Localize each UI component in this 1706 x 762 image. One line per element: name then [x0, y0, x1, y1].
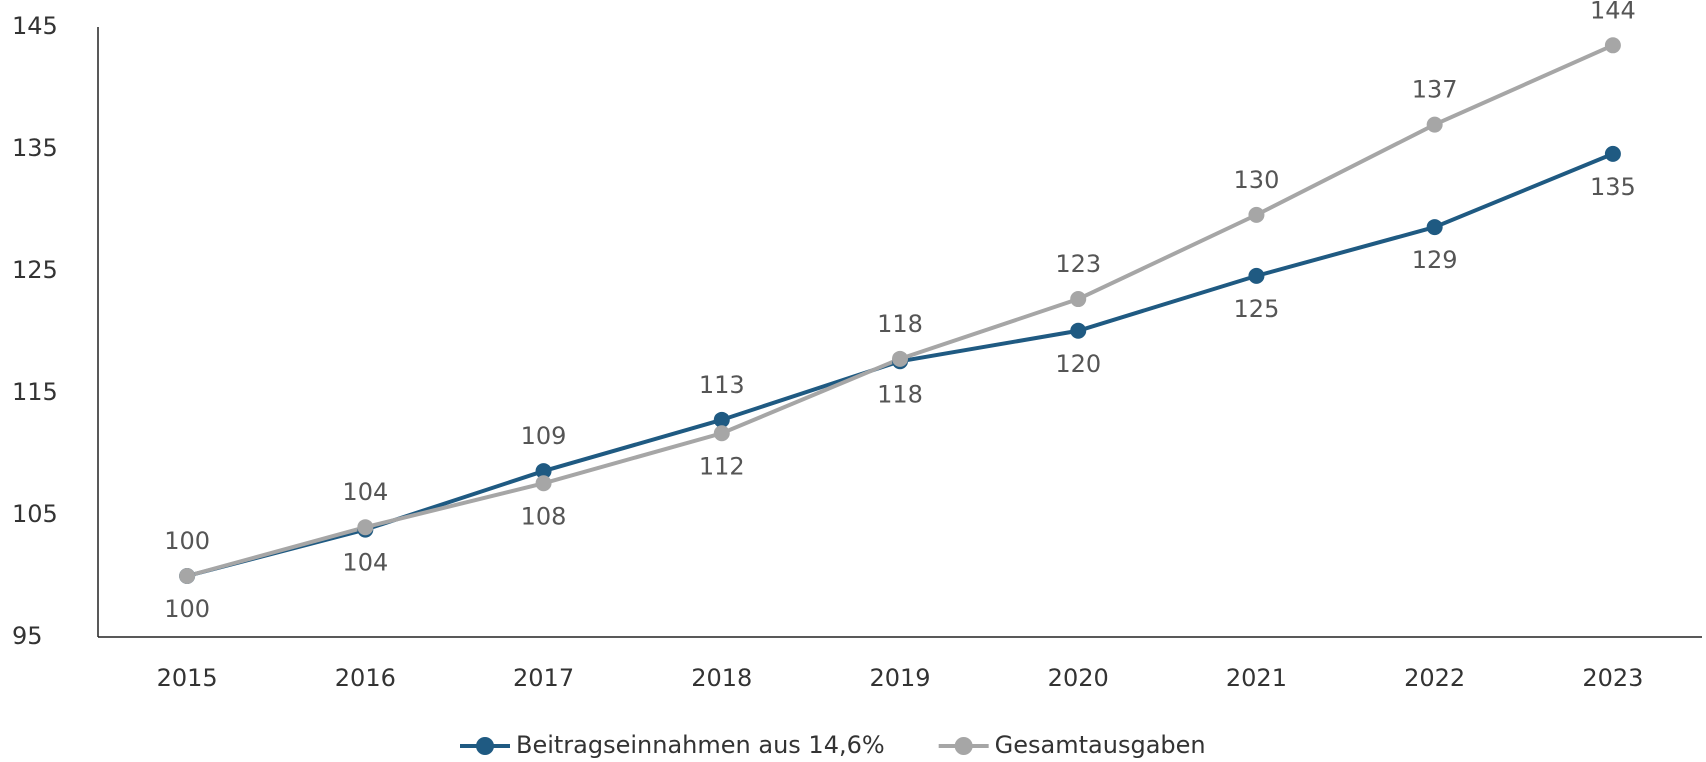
- legend-label: Beitragseinnahmen aus 14,6%: [516, 731, 885, 759]
- x-tick-label: 2016: [335, 664, 396, 692]
- data-label: 113: [699, 371, 745, 399]
- y-tick-label: 105: [12, 500, 58, 528]
- data-point: [535, 475, 552, 492]
- x-tick-label: 2022: [1404, 664, 1465, 692]
- data-point: [1426, 116, 1443, 133]
- x-tick-label: 2017: [513, 664, 574, 692]
- legend-label: Gesamtausgaben: [995, 731, 1206, 759]
- legend-swatch-marker: [476, 737, 494, 755]
- data-point: [1604, 145, 1621, 162]
- y-tick-label: 95: [12, 622, 43, 650]
- x-tick-label: 2021: [1226, 664, 1287, 692]
- data-label: 118: [877, 310, 923, 338]
- data-point: [1426, 219, 1443, 236]
- data-point: [357, 519, 374, 536]
- data-label: 129: [1412, 246, 1458, 274]
- data-label: 137: [1412, 76, 1458, 104]
- y-tick-label: 145: [12, 12, 58, 40]
- data-label: 104: [342, 549, 388, 577]
- data-label: 104: [342, 478, 388, 506]
- y-tick-label: 115: [12, 378, 58, 406]
- data-label: 125: [1234, 295, 1280, 323]
- data-point: [1070, 322, 1087, 339]
- data-point: [1248, 267, 1265, 284]
- data-point: [179, 568, 196, 584]
- data-label: 120: [1055, 350, 1101, 378]
- x-tick-label: 2023: [1582, 664, 1643, 692]
- legend-swatch-marker: [954, 737, 973, 755]
- data-label: 123: [1055, 250, 1101, 278]
- data-label: 108: [521, 502, 567, 530]
- data-label: 100: [164, 527, 210, 555]
- data-point: [535, 463, 552, 480]
- data-label: 112: [699, 452, 745, 480]
- data-point: [1604, 37, 1621, 54]
- data-point: [1248, 206, 1265, 223]
- data-point: [713, 425, 730, 442]
- data-label: 109: [521, 422, 567, 450]
- x-tick-label: 2020: [1048, 664, 1109, 692]
- y-tick-label: 125: [12, 256, 58, 284]
- data-label: 130: [1234, 166, 1280, 194]
- data-label: 100: [164, 595, 210, 623]
- data-point: [892, 350, 908, 367]
- data-point: [1070, 291, 1087, 308]
- data-label: 135: [1590, 173, 1636, 201]
- data-label: 118: [877, 380, 923, 408]
- data-label: 144: [1590, 0, 1636, 24]
- data-point: [713, 411, 730, 428]
- x-tick-label: 2018: [691, 664, 752, 692]
- x-tick-label: 2015: [157, 664, 218, 692]
- x-tick-label: 2019: [869, 664, 930, 692]
- y-tick-label: 135: [12, 134, 58, 162]
